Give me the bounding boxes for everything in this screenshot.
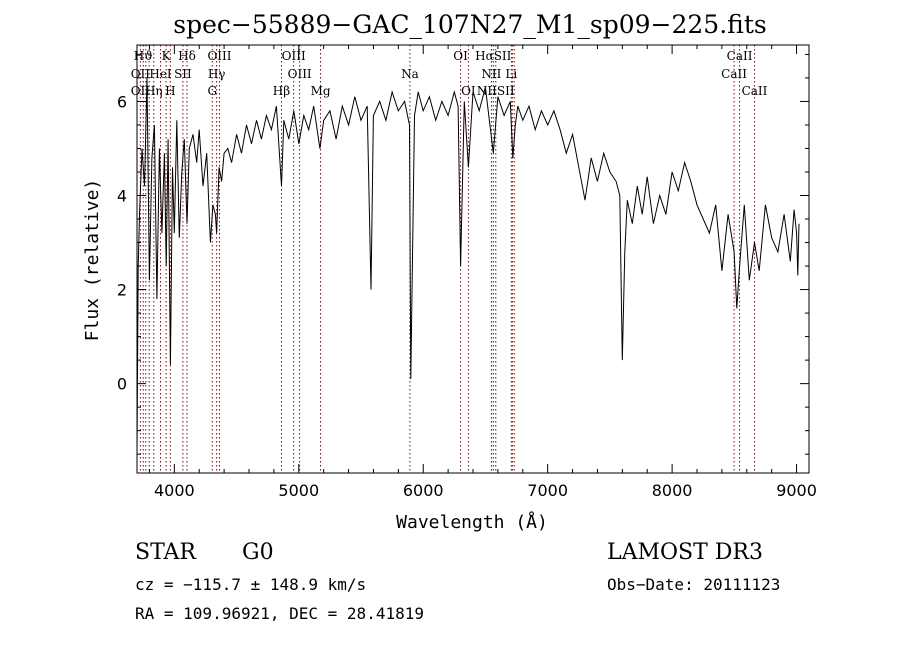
redshift-readout: cz = −115.7 ± 148.9 km/s (135, 575, 366, 594)
x-axis-label: Wavelength (Å) (396, 511, 548, 533)
plot-frame (136, 44, 810, 474)
spectral-subclass: G0 (242, 540, 274, 565)
x-tick-label: 7000 (527, 481, 568, 500)
line-label-19: H (165, 84, 175, 98)
line-label-17: OII (131, 84, 151, 98)
y-tick-label: 0 (117, 375, 127, 394)
line-label-16: CaII (721, 67, 747, 81)
line-label-5: OI (453, 49, 468, 63)
x-tick-label: 6000 (403, 481, 444, 500)
line-label-21: Hβ (273, 84, 290, 98)
line-label-1: K (162, 49, 172, 63)
line-label-11: Hγ (208, 67, 226, 81)
spectrum-line (136, 77, 800, 455)
x-tick-label: 5000 (278, 481, 319, 500)
x-axis-ticks: 4000 5000 6000 7000 8000 9000 (148, 45, 817, 500)
x-tick-label: 8000 (652, 481, 693, 500)
y-axis-label: Flux (relative) (82, 179, 103, 342)
survey-name: LAMOST DR3 (607, 540, 763, 565)
line-label-12: OIII (288, 67, 312, 81)
line-label-6: HαSII (475, 49, 512, 63)
line-label-0: Hϑ (134, 49, 153, 63)
line-label-2: Hδ (178, 49, 196, 63)
line-label-3: OIII (207, 49, 231, 63)
line-label-13: Na (401, 67, 419, 81)
line-label-4: OIII (282, 49, 306, 63)
spectrum-series (136, 77, 800, 455)
line-label-8: OII (131, 67, 151, 81)
observation-date: Obs−Date: 20111123 (607, 575, 780, 594)
line-label-25: CaII (742, 84, 768, 98)
spectral-line-markers (139, 45, 755, 473)
y-tick-label: 4 (117, 187, 127, 206)
chart-title: spec−55889−GAC_107N27_M1_sp09−225.fits (173, 10, 766, 39)
line-label-18: Hη (145, 84, 163, 98)
x-tick-label: 4000 (154, 481, 195, 500)
line-label-15: Li (505, 67, 517, 81)
line-label-9: HeI (149, 67, 172, 81)
y-tick-label: 6 (117, 92, 127, 111)
line-label-23: OI (461, 84, 476, 98)
line-label-10: SII (174, 67, 192, 81)
line-label-14: NII (481, 67, 501, 81)
x-tick-label: 9000 (776, 481, 817, 500)
line-label-7: CaII (727, 49, 753, 63)
coordinates-readout: RA = 109.96921, DEC = 28.41819 (135, 604, 424, 623)
line-label-20: G (207, 84, 217, 98)
line-label-24: NIISII (477, 84, 515, 98)
y-axis-ticks: 0 2 4 6 (117, 53, 809, 455)
line-label-22: Mg (311, 84, 331, 98)
object-class: STAR (135, 540, 197, 565)
y-tick-label: 2 (117, 281, 127, 300)
